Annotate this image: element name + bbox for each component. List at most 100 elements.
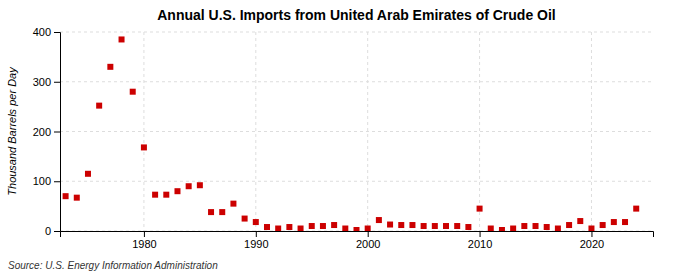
point — [264, 224, 270, 230]
tick-mark — [368, 231, 369, 237]
x-axis-tick: 2000 — [356, 231, 380, 250]
y-axis: 0 100 200 300 400 — [33, 26, 61, 237]
point — [208, 209, 214, 215]
grid-line — [60, 131, 653, 132]
x-axis-tick: 2010 — [468, 231, 492, 250]
point — [152, 192, 158, 198]
point — [107, 64, 113, 70]
point — [186, 183, 192, 189]
y-axis-tick: 300 — [33, 76, 60, 88]
grid-line — [60, 32, 653, 33]
point — [454, 223, 460, 229]
grid-line — [367, 32, 368, 231]
point — [421, 223, 427, 229]
tick-label: 1980 — [132, 238, 156, 250]
point — [387, 222, 393, 228]
plot-area: 1980 1990 2000 2010 2020 0 100 200 300 400 — [33, 26, 654, 250]
point — [577, 218, 583, 224]
x-axis-tick: 2020 — [580, 231, 604, 250]
point — [286, 224, 292, 230]
tick-mark — [256, 231, 257, 237]
grid — [60, 32, 653, 231]
point — [510, 226, 516, 231]
point — [465, 224, 471, 230]
tick-mark — [54, 82, 60, 83]
grid-line — [60, 181, 653, 182]
grid-line — [255, 32, 256, 231]
y-axis-line — [54, 33, 61, 232]
source: Source: U.S. Energy Information Administ… — [8, 260, 218, 271]
point — [141, 144, 147, 150]
grid-line — [143, 32, 144, 231]
y-axis-tick: 200 — [33, 126, 60, 138]
tick-label: 100 — [33, 175, 51, 187]
tick-label: 300 — [33, 76, 51, 88]
point — [633, 206, 639, 212]
point — [298, 226, 304, 231]
tick-mark — [54, 231, 60, 232]
chart: 1980 1990 2000 2010 2020 0 100 200 300 400 Annual … — [0, 0, 675, 275]
tick-mark — [480, 231, 481, 237]
point — [398, 222, 404, 228]
tick-label: 1990 — [244, 238, 268, 250]
point — [309, 223, 315, 229]
y-axis-tick: 400 — [33, 26, 60, 38]
point — [354, 227, 360, 231]
point — [611, 219, 617, 225]
point — [566, 222, 572, 228]
point — [96, 103, 102, 109]
point — [477, 206, 483, 212]
tick-label: 2020 — [580, 238, 604, 250]
x-axis: 1980 1990 2000 2010 2020 — [61, 231, 654, 250]
point — [130, 89, 136, 95]
point — [320, 223, 326, 229]
points — [63, 36, 640, 231]
point — [376, 217, 382, 223]
point — [242, 216, 248, 222]
y-axis-title: Thousand Barrels per Day — [6, 66, 18, 196]
title: Annual U.S. Imports from United Arab Emi… — [157, 7, 556, 23]
tick-mark — [144, 231, 145, 237]
point — [365, 226, 371, 231]
point — [275, 226, 281, 231]
grid-line — [479, 32, 480, 231]
point — [521, 223, 527, 229]
point — [163, 192, 169, 198]
tick-label: 0 — [45, 225, 51, 237]
point — [488, 226, 494, 231]
y-axis-tick: 100 — [33, 175, 60, 187]
grid-line — [60, 81, 653, 82]
point — [331, 222, 337, 228]
tick-mark — [54, 132, 60, 133]
tick-label: 2000 — [356, 238, 380, 250]
tick-label: 400 — [33, 26, 51, 38]
point — [443, 223, 449, 229]
point — [197, 182, 203, 188]
point — [63, 193, 69, 199]
y-axis-tick: 0 — [45, 225, 60, 237]
x-axis-line — [61, 232, 654, 238]
point — [85, 171, 91, 177]
point — [533, 223, 539, 229]
point — [409, 222, 415, 228]
x-axis-tick: 1990 — [244, 231, 268, 250]
point — [544, 224, 550, 230]
point — [74, 195, 80, 201]
tick-label: 2010 — [468, 238, 492, 250]
point — [588, 226, 594, 231]
tick-label: 200 — [33, 126, 51, 138]
point — [174, 188, 180, 194]
point — [432, 223, 438, 229]
grid-line — [591, 32, 592, 231]
point — [622, 219, 628, 225]
point — [342, 226, 348, 231]
point — [230, 201, 236, 207]
point — [119, 36, 125, 42]
point — [499, 227, 505, 231]
point — [219, 209, 225, 215]
x-axis-tick: 1980 — [132, 231, 156, 250]
tick-mark — [591, 231, 592, 237]
tick-mark — [54, 181, 60, 182]
point — [600, 222, 606, 228]
tick-mark — [54, 32, 60, 33]
